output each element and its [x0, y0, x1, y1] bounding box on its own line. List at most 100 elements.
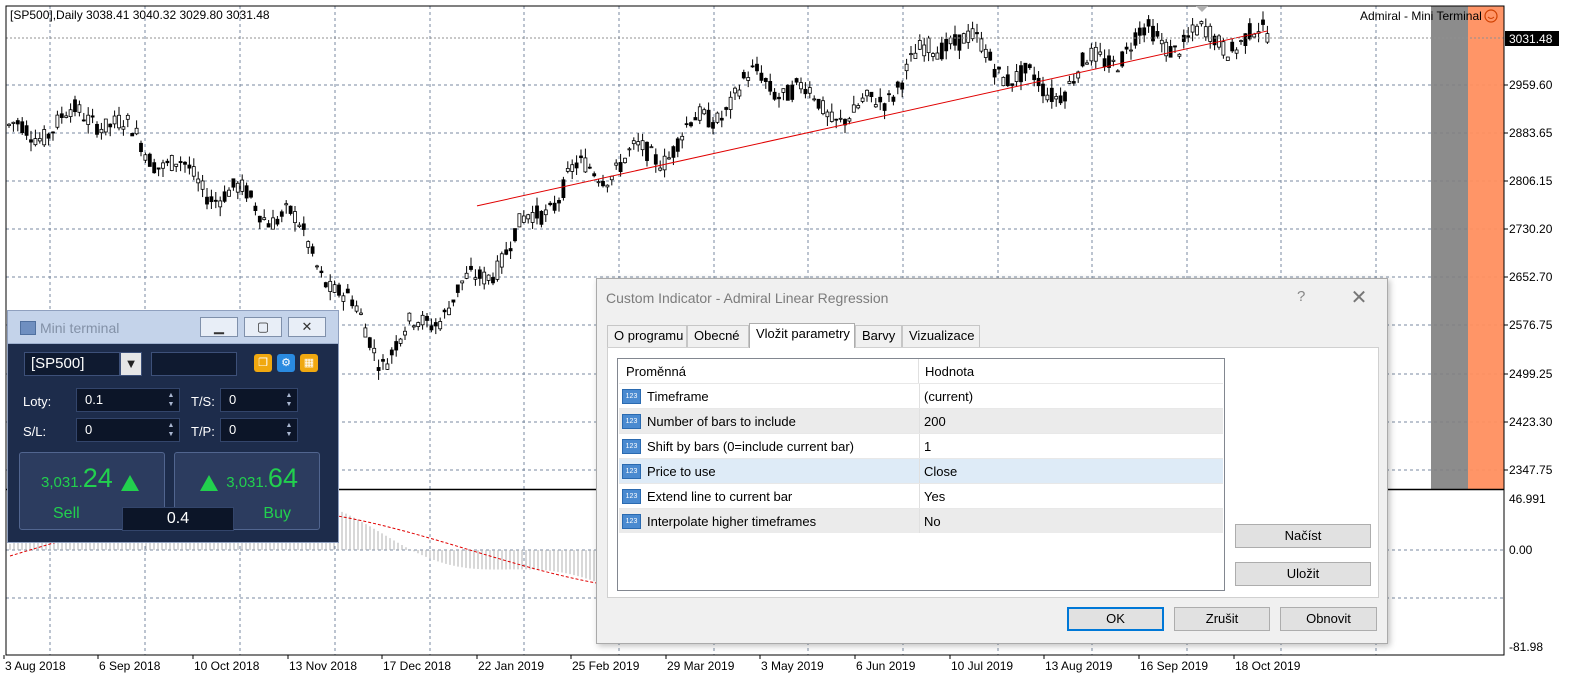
tab-vlozit-parametry[interactable]: Vložit parametry — [749, 323, 855, 348]
close-icon[interactable]: ✕ — [1350, 287, 1368, 309]
candle-body — [587, 166, 592, 169]
tab-vizualizace[interactable]: Vizualizace — [902, 325, 980, 347]
candle-body — [482, 271, 487, 285]
table-row[interactable]: 123 Shift by bars (0=include current bar… — [619, 433, 1223, 458]
sl-value: 0 — [85, 422, 93, 437]
reset-button[interactable]: Obnovit — [1280, 607, 1377, 631]
lots-spinner[interactable]: ▲ ▼ — [167, 392, 175, 408]
candle-body — [935, 52, 940, 60]
candle-body — [1023, 62, 1028, 74]
candle-body — [284, 203, 289, 206]
regression-line — [476, 30, 1269, 207]
candle-body — [117, 114, 121, 129]
table-row[interactable]: 123 Interpolate higher timeframes No — [619, 508, 1223, 533]
ok-button[interactable]: OK — [1067, 607, 1164, 631]
candle-body — [741, 72, 746, 79]
candle-body — [790, 84, 795, 100]
symbol-select[interactable]: [SP500] — [24, 352, 120, 376]
table-row[interactable]: 123 Number of bars to include 200 — [619, 408, 1223, 433]
candle-body — [15, 120, 20, 125]
cancel-button[interactable]: Zrušit — [1174, 607, 1270, 631]
candle-body — [1261, 19, 1265, 25]
table-row[interactable]: 123 Timeframe (current) — [619, 383, 1223, 408]
candle-body — [218, 200, 223, 208]
candle-body — [548, 202, 553, 206]
candle-body — [711, 122, 715, 129]
sl-input[interactable]: 0 ▲ ▼ — [76, 418, 180, 442]
candle-body — [183, 161, 187, 165]
candle-body — [737, 89, 742, 97]
param-name: Number of bars to include — [647, 414, 796, 429]
param-value[interactable]: No — [924, 514, 941, 529]
tab-o-programu[interactable]: O programu — [607, 325, 687, 347]
buy-label: Buy — [263, 505, 291, 522]
candle-body — [623, 157, 627, 164]
candle-body — [1252, 33, 1257, 38]
indicator-axis: 46.991 0.00 -81.98 — [1509, 492, 1546, 654]
lot-size-display[interactable]: 0.4 — [122, 507, 234, 531]
parameters-table[interactable]: Proměnná Hodnota 123 Timeframe (current)… — [617, 358, 1225, 591]
candle-body — [235, 182, 240, 193]
param-value[interactable]: 200 — [924, 414, 946, 429]
candle-body — [315, 265, 319, 268]
numeric-param-icon: 123 — [622, 439, 641, 454]
param-value[interactable]: 1 — [924, 439, 932, 454]
ts-input[interactable]: 0 ▲ ▼ — [220, 388, 298, 412]
buy-price: 3,031.64 — [175, 463, 319, 494]
chevron-down-icon[interactable]: ▼ — [120, 352, 142, 376]
tp-input[interactable]: 0 ▲ ▼ — [220, 418, 298, 442]
candle-body — [948, 37, 953, 45]
candle-body — [42, 129, 47, 146]
candle-body — [561, 179, 566, 199]
candle-body — [1063, 91, 1067, 102]
parameters-panel: Proměnná Hodnota 123 Timeframe (current)… — [607, 347, 1379, 598]
close-button[interactable]: ✕ — [288, 317, 326, 337]
candle-body — [513, 228, 517, 242]
candle-body — [262, 217, 267, 220]
table-row[interactable]: 123 Extend line to current bar Yes — [619, 483, 1223, 508]
copy-icon[interactable]: ❐ — [254, 354, 272, 372]
candle-body — [803, 88, 808, 95]
mini-terminal-window[interactable]: Mini terminal ▁ ▢ ✕ [SP500] ▼ ❐ ⚙ ▦ Loty… — [7, 310, 339, 543]
candle-body — [473, 277, 478, 280]
save-button[interactable]: Uložit — [1235, 562, 1371, 586]
load-button[interactable]: Načíst — [1235, 524, 1371, 548]
mini-terminal-titlebar[interactable]: Mini terminal ▁ ▢ ✕ — [8, 311, 338, 344]
current-price-label: 3031.48 — [1509, 32, 1553, 46]
column-header-variable[interactable]: Proměnná — [626, 364, 686, 379]
candle-body — [926, 37, 931, 53]
param-value[interactable]: Yes — [924, 489, 946, 504]
table-row-selected[interactable]: 123 Price to use Close — [619, 458, 1223, 483]
minimize-button[interactable]: ▁ — [200, 317, 238, 337]
custom-indicator-dialog[interactable]: Custom Indicator - Admiral Linear Regres… — [596, 278, 1388, 644]
tab-obecne[interactable]: Obecné — [687, 325, 749, 347]
candle-body — [957, 34, 962, 51]
candle-body — [873, 104, 878, 108]
arrow-up-icon — [200, 475, 219, 492]
sell-price-big: 24 — [82, 463, 113, 493]
param-value[interactable]: (current) — [924, 389, 974, 404]
candle-body — [1001, 76, 1006, 87]
candle-body — [913, 52, 918, 59]
candle-body — [1032, 74, 1037, 81]
maximize-button[interactable]: ▢ — [244, 317, 282, 337]
tab-barvy[interactable]: Barvy — [855, 325, 902, 347]
grid-icon[interactable]: ▦ — [300, 354, 318, 372]
candle-body — [130, 133, 135, 137]
tp-spinner[interactable]: ▲ ▼ — [285, 422, 293, 438]
column-header-value[interactable]: Hodnota — [925, 364, 975, 379]
gear-icon[interactable]: ⚙ — [277, 354, 295, 372]
candle-body — [895, 81, 900, 88]
help-icon[interactable]: ? — [1297, 288, 1306, 305]
sl-spinner[interactable]: ▲ ▼ — [167, 422, 175, 438]
candle-body — [372, 347, 377, 354]
symbol-extra-field[interactable] — [151, 352, 237, 376]
candle-body — [1102, 58, 1107, 68]
numeric-param-icon: 123 — [622, 414, 641, 429]
param-value[interactable]: Close — [924, 464, 958, 479]
ts-spinner[interactable]: ▲ ▼ — [285, 392, 293, 408]
candle-body — [816, 98, 821, 109]
candle-body — [90, 115, 95, 118]
candle-body — [653, 154, 658, 165]
lots-input[interactable]: 0.1 ▲ ▼ — [76, 388, 180, 412]
